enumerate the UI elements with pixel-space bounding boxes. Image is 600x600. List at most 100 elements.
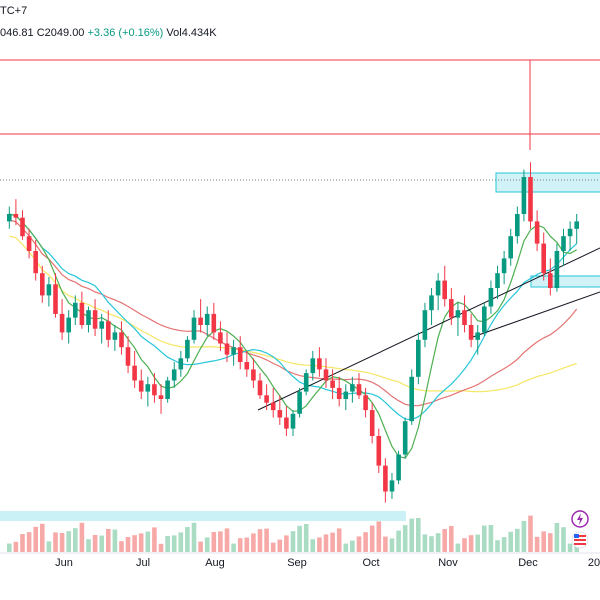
volume-bar — [449, 526, 454, 552]
candle-body — [191, 317, 197, 340]
candle-body — [218, 332, 223, 344]
candle-body — [482, 306, 487, 333]
flag-canton — [574, 534, 579, 538]
ma-red-line — [9, 219, 578, 407]
candle-body — [106, 321, 111, 340]
volume-bar — [132, 535, 137, 552]
candle-body — [185, 339, 190, 359]
candle-body — [92, 310, 98, 329]
candle-body — [53, 284, 58, 314]
candle-body — [198, 317, 203, 325]
candle-body — [561, 236, 566, 251]
trend-lines — [257, 247, 600, 411]
volume-bar — [106, 529, 111, 552]
trend-line-short — [469, 291, 600, 339]
x-tick-label: Nov — [438, 557, 458, 569]
volume-bar — [482, 525, 487, 552]
volume-bar — [297, 525, 302, 552]
volume-bar — [330, 532, 335, 552]
candle-body — [548, 273, 553, 288]
candle-body — [501, 258, 507, 274]
candle-body — [435, 280, 441, 296]
candle-body — [363, 395, 368, 411]
volume-bar — [369, 525, 375, 552]
ohlc-close-value: C2049.00 — [36, 27, 85, 39]
volume-bar — [125, 537, 131, 552]
volume-bar — [310, 539, 316, 552]
candle-body — [567, 228, 573, 237]
volume-bar — [429, 536, 434, 552]
volume-bar — [323, 534, 329, 552]
candle-body — [310, 358, 316, 374]
candle-body — [112, 332, 118, 340]
candle-body — [343, 391, 349, 399]
volume-bar — [336, 528, 342, 552]
volume-bar — [389, 538, 395, 552]
volume-bar — [534, 536, 540, 552]
volume-bar — [119, 541, 124, 552]
x-tick-label: Aug — [205, 557, 225, 569]
volume-bar — [171, 535, 177, 552]
candle-body — [138, 380, 144, 392]
candles — [7, 162, 579, 503]
x-tick-label: 20 — [588, 557, 600, 569]
volume-bar — [244, 537, 250, 552]
candle-body — [396, 454, 401, 481]
candle-body — [165, 380, 170, 399]
volume-bar — [548, 533, 553, 552]
candle-body — [204, 313, 210, 325]
candle-body — [132, 365, 137, 381]
volume-bar — [211, 532, 217, 552]
volume-bar — [257, 529, 263, 552]
candle-body — [409, 376, 414, 422]
candle-body — [416, 339, 421, 377]
zone-layer — [0, 172, 600, 521]
volume-bar — [554, 523, 560, 552]
candle-body — [383, 465, 388, 492]
volume-bars — [7, 515, 579, 552]
volume-bar — [224, 528, 230, 552]
flash-icon-glyph — [577, 513, 583, 525]
volume-bar — [284, 535, 289, 552]
candle-body — [297, 391, 302, 414]
ohlc-legend: 046.81 C2049.00 +3.36 (+0.16%) Vol4.434K — [0, 27, 217, 39]
candle-body — [468, 325, 474, 340]
volume-bar — [462, 538, 467, 552]
candle-body — [251, 369, 256, 381]
candle-body — [86, 310, 91, 325]
ma-cyan-line — [9, 213, 578, 421]
candle-body — [534, 221, 540, 244]
volume-bar — [383, 536, 388, 552]
volume-bar — [561, 527, 566, 552]
candle-body — [528, 177, 533, 222]
volume-bar — [92, 535, 98, 552]
volume-bar — [515, 528, 520, 552]
candle-body — [20, 217, 25, 237]
volume-bar — [46, 541, 52, 552]
candle-body — [178, 358, 184, 370]
candle-body — [495, 273, 500, 288]
volume-bar — [488, 525, 494, 552]
volume-bar — [356, 536, 362, 552]
volume-bar — [508, 531, 513, 552]
volume-bar — [528, 515, 533, 552]
ohlc-change-value: +3.36 (+0.16%) — [87, 27, 164, 39]
candle-body — [26, 236, 32, 251]
candle-body — [356, 384, 362, 396]
volume-bar — [455, 543, 461, 552]
candle-body — [290, 413, 296, 429]
volume-bar — [198, 541, 203, 552]
candle-body — [376, 436, 382, 466]
flag-stripe — [574, 543, 586, 545]
candle-body — [488, 288, 494, 307]
volume-bar — [343, 543, 349, 552]
volume-bar — [541, 531, 546, 552]
volume-bar — [165, 536, 170, 552]
volume-bar — [145, 531, 151, 552]
candle-body — [211, 313, 217, 333]
volume-bar — [317, 537, 322, 552]
side-icons — [571, 510, 589, 549]
candle-body — [350, 384, 355, 392]
volume-bar — [99, 535, 104, 552]
